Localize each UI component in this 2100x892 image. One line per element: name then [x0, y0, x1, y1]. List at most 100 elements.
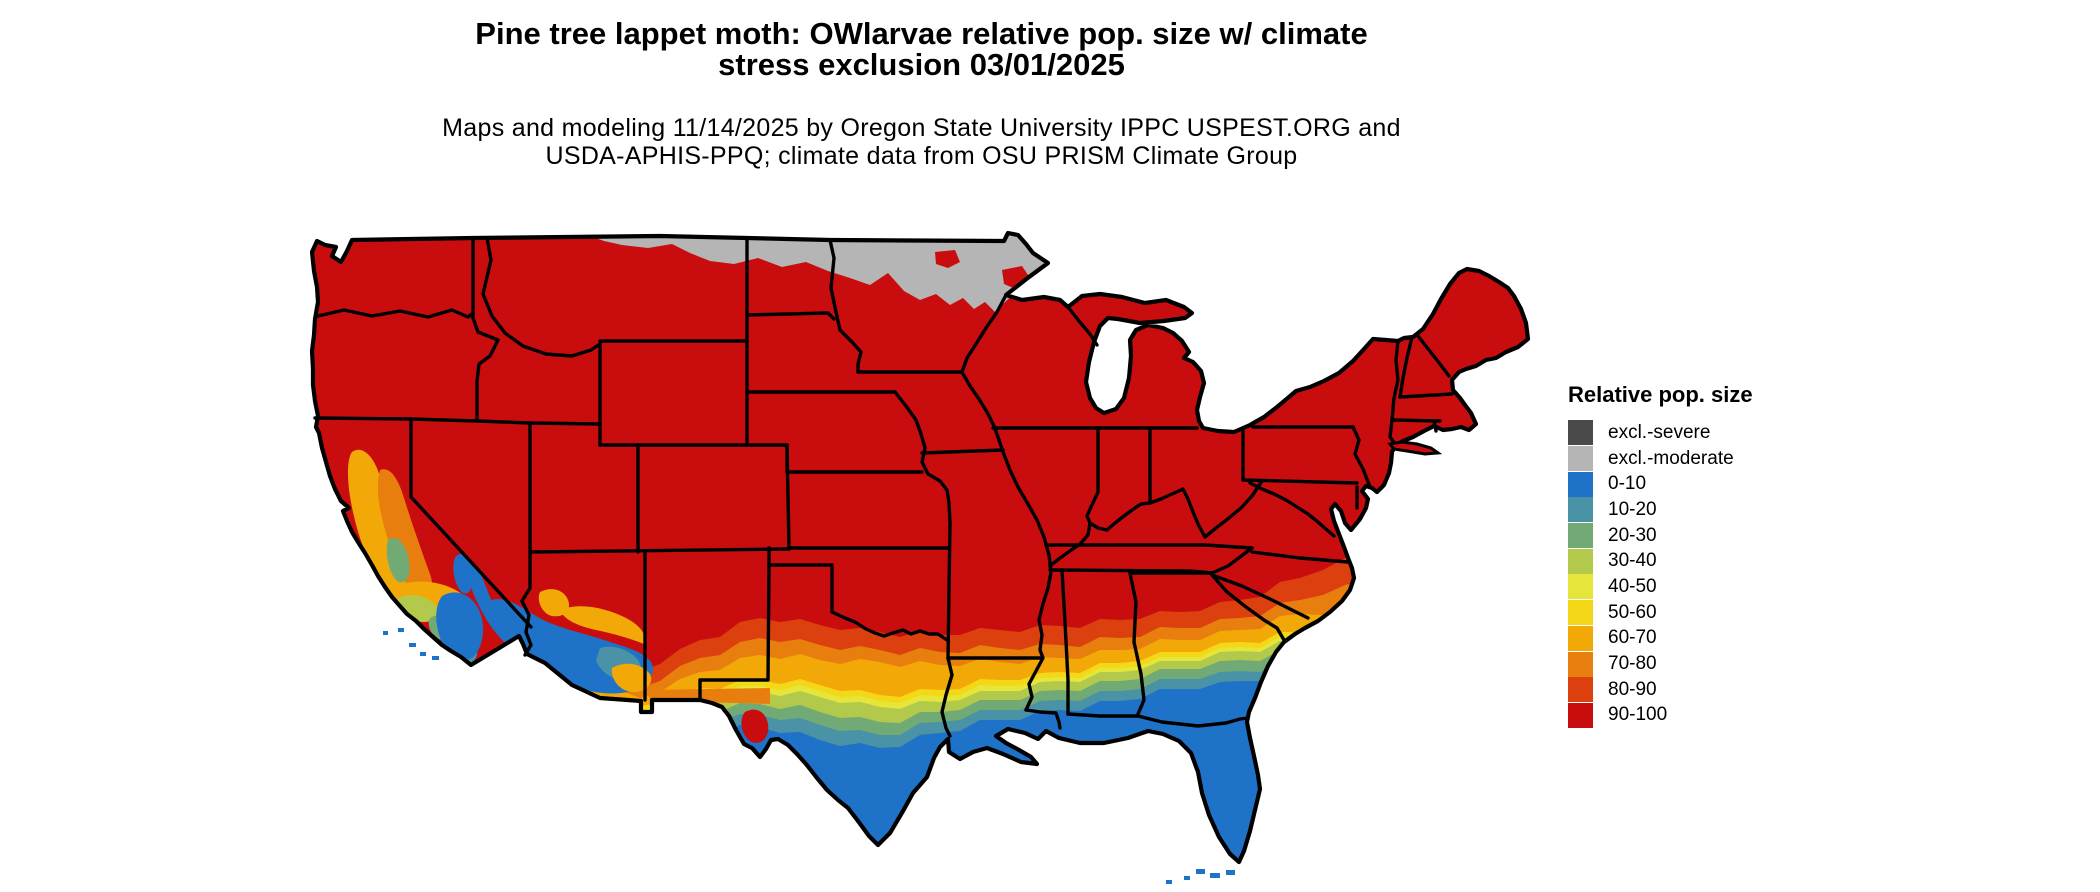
- legend-label: 90-100: [1608, 704, 1668, 726]
- state-border-line: [1128, 571, 1146, 716]
- state-border-line: [920, 448, 1005, 455]
- legend-item: 0-10: [1568, 471, 1868, 497]
- patch-south-valley-green: [386, 537, 410, 583]
- legend-label: 40-50: [1608, 575, 1657, 597]
- figure-subtitle: Maps and modeling 11/14/2025 by Oregon S…: [0, 114, 1843, 170]
- legend-title: Relative pop. size: [1568, 382, 1753, 407]
- figure-header: Pine tree lappet moth: OWlarvae relative…: [0, 18, 1843, 170]
- legend-label: 0-10: [1608, 473, 1647, 495]
- state-border-line: [1203, 479, 1264, 539]
- island-mark: [383, 631, 388, 635]
- state-border-line: [946, 521, 952, 660]
- patch-az-gold-ring: [560, 606, 646, 644]
- patch-colorado-river-blue: [467, 558, 525, 647]
- state-borders: [313, 236, 1454, 738]
- legend-swatch: [1568, 651, 1593, 677]
- map-exclusion-moderate-region: [590, 233, 1050, 313]
- legend-item: excl.-moderate: [1568, 446, 1868, 472]
- legend-label: 30-40: [1608, 550, 1657, 572]
- map-red-patch-in-exclusion-1: [935, 250, 960, 268]
- legend-item: 50-60: [1568, 600, 1868, 626]
- state-border-line: [1248, 481, 1336, 538]
- legend-swatch: [1568, 625, 1593, 651]
- state-border-line: [520, 550, 533, 657]
- figure-subtitle-line2: USDA-APHIS-PPQ; climate data from OSU PR…: [545, 142, 1298, 170]
- state-border-line: [767, 546, 951, 567]
- island-mark: [409, 643, 416, 647]
- patch-valley-orange-fringe: [377, 469, 433, 599]
- island-mark: [1184, 876, 1190, 880]
- island-mark: [1226, 870, 1235, 875]
- state-border-line: [1398, 335, 1414, 399]
- island-mark: [1196, 869, 1205, 874]
- us-outline: [309, 230, 1531, 865]
- state-border-line: [698, 563, 771, 702]
- legend-swatch: [1568, 548, 1593, 574]
- patch-imperial-blue: [436, 592, 484, 661]
- state-border-line: [1398, 392, 1454, 399]
- legend-item: 90-100: [1568, 702, 1868, 729]
- state-border-line: [1416, 334, 1451, 378]
- legend-swatch: [1568, 600, 1593, 626]
- state-border-line: [1388, 339, 1400, 447]
- state-border-line: [893, 390, 952, 525]
- legend-item: 30-40: [1568, 548, 1868, 574]
- state-border-line: [1351, 425, 1372, 489]
- legend-item: 60-70: [1568, 625, 1868, 652]
- legend-label: excl.-severe: [1608, 421, 1711, 443]
- figure-subtitle-line1: Maps and modeling 11/14/2025 by Oregon S…: [442, 114, 1401, 142]
- state-border-line: [481, 236, 602, 358]
- state-border-line: [940, 656, 954, 738]
- state-border-line: [1044, 543, 1254, 550]
- state-border-line: [1024, 708, 1062, 730]
- figure-title-line2: stress exclusion 03/01/2025: [718, 47, 1125, 82]
- legend-swatch: [1568, 523, 1593, 549]
- legend-swatch: [1568, 446, 1593, 472]
- legend-swatch: [1568, 677, 1593, 703]
- state-border-line: [745, 311, 836, 321]
- state-border-line: [785, 443, 924, 474]
- legend-label: 10-20: [1608, 498, 1657, 520]
- state-border-line: [960, 293, 1008, 374]
- state-border-line: [528, 547, 791, 554]
- patch-west-texas-red: [741, 709, 769, 743]
- legend-label: 50-60: [1608, 601, 1657, 623]
- state-border-line: [1060, 568, 1070, 716]
- state-border-line: [409, 417, 533, 629]
- island-mark: [1210, 873, 1220, 878]
- legend-label: excl.-moderate: [1608, 447, 1734, 469]
- legend-swatch: [1568, 574, 1593, 600]
- legend-label: 80-90: [1608, 678, 1657, 700]
- state-border-line: [313, 416, 602, 426]
- state-border-line: [316, 308, 475, 319]
- legend-item: 70-80: [1568, 651, 1868, 677]
- state-border-line: [1085, 426, 1100, 525]
- legend-swatch: [1568, 420, 1593, 446]
- legend-swatch: [1568, 471, 1593, 497]
- island-mark: [398, 628, 404, 632]
- state-border-line: [1250, 550, 1350, 564]
- island-mark: [1166, 880, 1172, 884]
- state-border-line: [1066, 712, 1250, 728]
- state-border-line: [1210, 546, 1254, 575]
- legend-item: 40-50: [1568, 574, 1868, 600]
- legend-item: 10-20: [1568, 497, 1868, 523]
- state-border-line: [1210, 573, 1286, 642]
- state-border-line: [1390, 418, 1442, 423]
- legend-rows: excl.-severe excl.-moderate 0-10 10-20 20-30…: [1568, 420, 1868, 728]
- state-border-line: [1210, 573, 1310, 620]
- legend-label: 20-30: [1608, 524, 1657, 546]
- legend-item: 20-30: [1568, 523, 1868, 549]
- long-island: [1387, 440, 1443, 456]
- state-border-line: [1048, 487, 1207, 568]
- state-border-line: [830, 610, 949, 642]
- figure-title-line1: Pine tree lappet moth: OWlarvae relative…: [475, 16, 1368, 51]
- legend-swatch: [1568, 497, 1593, 523]
- legend-item: excl.-severe: [1568, 420, 1868, 446]
- legend-label: 60-70: [1608, 627, 1657, 649]
- legend-item: 80-90: [1568, 677, 1868, 703]
- island-mark: [420, 652, 426, 656]
